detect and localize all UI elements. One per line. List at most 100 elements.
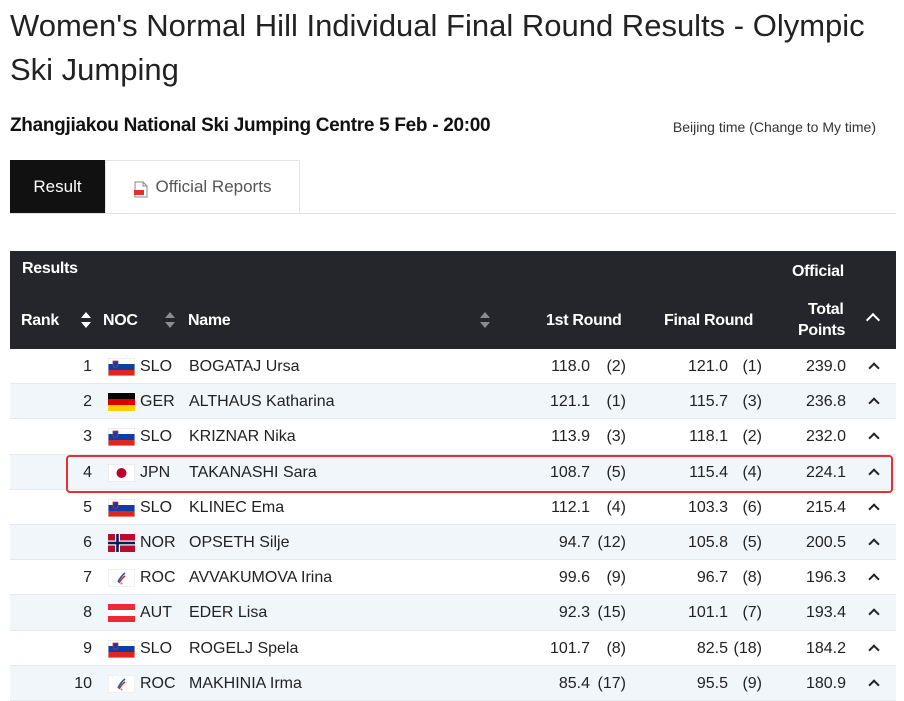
tab-official-reports[interactable]: Official Reports [105,160,300,213]
table-row[interactable]: 1 SLO BOGATAJ Ursa 118.0 (2) 121.0 (1) 239.0 [10,349,896,385]
expand-row-chevron-up-icon[interactable] [868,643,880,656]
expand-row-chevron-up-icon[interactable] [868,679,880,691]
sort-rank-icon[interactable] [81,312,91,328]
table-row[interactable]: 10 ROC MAKHINIA Irma 85.4 (17) 95.5 (9) 180.9 [10,665,896,701]
first-round-rank: (12) [597,533,626,551]
rank-cell: 8 [83,604,92,622]
final-round-score: 101.1 [687,604,728,622]
expand-row-chevron-up-icon[interactable] [868,432,880,445]
first-round-score: 112.1 [551,498,590,516]
table-row[interactable]: 4 JPN TAKANASHI Sara 108.7 (5) 115.4 (4) 224.1 [10,454,896,490]
roc-flag-icon [108,569,135,588]
noc-cell: JPN [140,463,171,481]
rank-cell: 9 [83,639,92,657]
first-round-score: 92.3 [558,604,590,622]
austria-flag-icon [108,604,135,623]
final-round-rank: (8) [742,569,762,587]
page-title: Women's Normal Hill Individual Final Rou… [10,8,865,87]
final-round-rank: (2) [742,428,762,446]
total-points: 232.0 [805,428,846,446]
first-round-rank: (9) [606,569,626,587]
first-round-rank: (8) [606,639,626,657]
sort-name-icon[interactable] [480,312,490,328]
japan-flag-icon [108,463,135,482]
final-round-score: 82.5 [696,639,728,657]
sort-noc-icon[interactable] [165,312,175,328]
athlete-name-link[interactable]: ALTHAUS Katharina [189,393,335,411]
results-section-label: Results [22,260,78,277]
expand-row-chevron-up-icon[interactable] [868,503,880,515]
expand-row-chevron-up-icon[interactable] [868,538,880,550]
total-points: 180.9 [805,674,846,692]
final-round-rank: (6) [742,498,762,516]
expand-row-chevron-up-icon[interactable] [868,362,880,374]
first-round-rank: (2) [606,358,626,375]
slovenia-flag-icon [108,358,135,376]
expand-row-chevron-up-icon[interactable] [868,608,880,620]
expand-row-chevron-up-icon[interactable] [868,467,880,480]
athlete-name-link[interactable]: AVVAKUMOVA Irina [189,569,333,587]
expand-row-chevron-up-icon[interactable] [868,397,880,409]
column-header-total-line1: Total [808,301,844,318]
noc-cell: ROC [140,569,176,587]
athlete-name-link[interactable]: EDER Lisa [189,604,268,622]
total-points: 193.4 [805,604,846,622]
column-header-name[interactable]: Name [188,312,231,329]
timezone-toggle-link[interactable]: Beijing time (Change to My time) [672,119,876,135]
noc-cell: SLO [140,639,173,657]
rank-cell: 5 [83,498,92,516]
first-round-score: 85.4 [558,674,590,692]
noc-cell: SLO [140,358,173,375]
final-round-rank: (18) [733,639,762,657]
expand-row-chevron-up-icon[interactable] [868,573,880,585]
first-round-score: 99.6 [558,569,590,587]
column-header-rank[interactable]: Rank [21,312,59,329]
table-row[interactable]: 6 NOR OPSETH Silje 94.7 (12) 105.8 (5) 200.5 [10,524,896,561]
final-round-rank: (9) [742,674,762,692]
noc-cell: SLO [140,428,173,446]
germany-flag-icon [108,393,135,412]
noc-cell: SLO [140,498,173,516]
noc-cell: AUT [140,604,172,622]
athlete-name-link[interactable]: BOGATAJ Ursa [189,358,300,375]
noc-cell: GER [140,393,175,411]
athlete-name-link[interactable]: TAKANASHI Sara [189,463,317,481]
athlete-name-link[interactable]: ROGELJ Spela [189,639,299,657]
tab-official-reports-label: Official Reports [155,177,272,196]
athlete-name-link[interactable]: KRIZNAR Nika [189,428,296,446]
table-row[interactable]: 5 SLO KLINEC Ema 112.1 (4) 103.3 (6) 215.4 [10,489,896,525]
athlete-name-link[interactable]: OPSETH Silje [189,533,290,551]
final-round-rank: (3) [742,393,762,411]
rank-cell: 10 [74,674,92,692]
final-round-score: 105.8 [687,533,728,551]
first-round-score: 101.7 [549,639,590,657]
column-header-noc[interactable]: NOC [103,312,138,329]
results-table: Results Official Rank NOC Name 1st Round… [10,251,896,701]
norway-flag-icon [108,533,135,552]
final-round-score: 121.0 [687,358,728,375]
final-round-rank: (4) [742,463,762,481]
venue-date-line: Zhangjiakou National Ski Jumping Centre … [10,115,491,136]
first-round-rank: (5) [606,463,626,481]
tab-result[interactable]: Result [10,160,105,213]
athlete-name-link[interactable]: MAKHINIA Irma [189,674,302,692]
noc-cell: ROC [140,674,176,692]
table-row[interactable]: 9 SLO ROGELJ Spela 101.7 (8) 82.5 (18) 184.2 [10,630,896,666]
noc-cell: NOR [140,533,176,551]
results-table-header: Results Official Rank NOC Name 1st Round… [10,251,896,349]
collapse-all-chevron-up-icon[interactable] [865,312,881,328]
table-row[interactable]: 7 ROC AVVAKUMOVA Irina 99.6 (9) 96.7 (8) 196.3 [10,560,896,596]
final-round-score: 118.1 [689,428,728,446]
first-round-rank: (17) [597,674,626,692]
rank-cell: 3 [83,428,92,446]
athlete-name-link[interactable]: KLINEC Ema [189,498,285,516]
table-row[interactable]: 8 AUT EDER Lisa 92.3 (15) 101.1 (7) 193.4 [10,595,896,631]
table-row[interactable]: 3 SLO KRIZNAR Nika 113.9 (3) 118.1 (2) 232.0 [10,419,896,455]
total-points: 200.5 [805,533,846,551]
rank-cell: 1 [83,358,92,375]
column-header-total-line2: Points [798,322,846,339]
table-row[interactable]: 2 GER ALTHAUS Katharina 121.1 (1) 115.7 (3) 236… [10,384,896,420]
first-round-score: 94.7 [558,533,590,551]
column-header-first-round: 1st Round [546,312,622,329]
rank-cell: 4 [83,463,92,481]
